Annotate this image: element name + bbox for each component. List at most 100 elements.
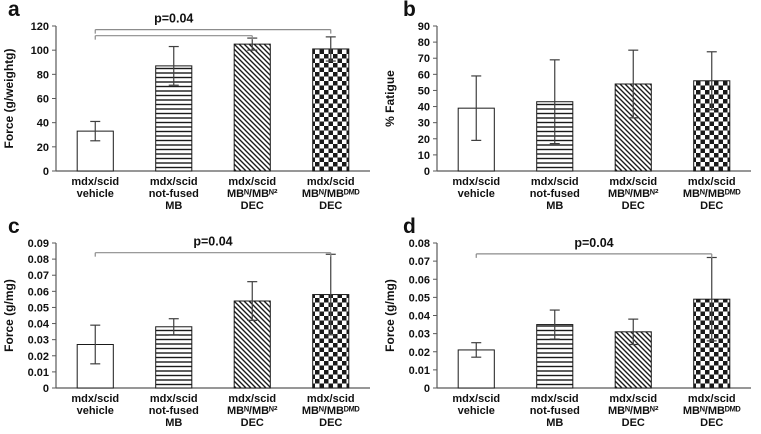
x-category-label: MBᴺ/MBᴺ² bbox=[608, 188, 659, 200]
x-category-label: mdx/scid bbox=[531, 393, 579, 405]
p-value-annotation: p=0.04 bbox=[193, 235, 232, 249]
y-axis-title: Force (g/mg) bbox=[2, 279, 16, 352]
y-tick-label: 70 bbox=[418, 53, 430, 65]
y-tick-label: 30 bbox=[418, 118, 430, 130]
y-tick-label: 0.03 bbox=[409, 329, 430, 341]
x-category-label: mdx/scid bbox=[307, 393, 355, 405]
x-category-label: mdx/scid bbox=[452, 176, 500, 188]
chart-host-a: 0 20 40 60 80 100 120 Force (g/weightg) mdx/scid… bbox=[0, 0, 380, 217]
x-category-label: mdx/scid bbox=[688, 176, 736, 188]
x-category-label: MB bbox=[546, 200, 563, 212]
y-tick-label: 0 bbox=[424, 166, 430, 178]
x-category-label: vehicle bbox=[458, 188, 495, 200]
x-category-label: MBᴺ/MBᴰᴹᴰ bbox=[302, 405, 360, 417]
x-category-label: DEC bbox=[700, 200, 723, 212]
p-value-annotation: p=0.04 bbox=[574, 236, 613, 250]
x-category-label: mdx/scid bbox=[609, 176, 657, 188]
y-tick-label: 0.05 bbox=[28, 302, 49, 314]
x-category-label: MBᴺ/MBᴰᴹᴰ bbox=[683, 188, 741, 200]
x-category-label: MB bbox=[165, 200, 182, 212]
y-tick-label: 0.01 bbox=[409, 365, 430, 377]
chart-host-c: 0 0.01 0.02 0.03 0.04 0.05 0.06 0.07 0.08 0.09 For… bbox=[0, 217, 380, 434]
y-tick-label: 0.06 bbox=[28, 286, 49, 298]
x-category-label: mdx/scid bbox=[228, 176, 276, 188]
y-tick-label: 0.02 bbox=[409, 347, 430, 359]
y-tick-label: 20 bbox=[37, 142, 49, 154]
y-tick-label: 60 bbox=[37, 94, 49, 106]
x-category-label: DEC bbox=[700, 417, 723, 429]
x-category-label: mdx/scid bbox=[71, 393, 119, 405]
x-category-label: DEC bbox=[241, 417, 264, 429]
y-tick-label: 0.05 bbox=[409, 292, 430, 304]
y-tick-label: 80 bbox=[37, 69, 49, 81]
x-category-label: mdx/scid bbox=[688, 393, 736, 405]
panel-b: b 0 10 20 30 40 50 60 70 80 90% Fatigue mdx/scid ve… bbox=[381, 0, 761, 217]
y-tick-label: 0.01 bbox=[28, 367, 49, 379]
x-category-label: DEC bbox=[241, 200, 264, 212]
x-category-label: mdx/scid bbox=[307, 176, 355, 188]
chart-c: 0 0.01 0.02 0.03 0.04 0.05 0.06 0.07 0.08 0.09 For… bbox=[2, 235, 370, 429]
chart-host-d: 0 0.01 0.02 0.03 0.04 0.05 0.06 0.07 0.08 Force (… bbox=[381, 217, 761, 434]
panel-letter-d: d bbox=[403, 215, 416, 238]
y-tick-label: 10 bbox=[418, 150, 430, 162]
y-tick-label: 40 bbox=[37, 118, 49, 130]
y-tick-label: 0.08 bbox=[28, 254, 49, 266]
x-category-label: MBᴺ/MBᴰᴹᴰ bbox=[683, 405, 741, 417]
x-category-label: MBᴺ/MBᴺ² bbox=[608, 405, 659, 417]
y-tick-label: 90 bbox=[418, 21, 430, 33]
p-value-annotation: p=0.04 bbox=[154, 12, 193, 26]
x-category-label: vehicle bbox=[77, 405, 114, 417]
panel-letter-c: c bbox=[8, 215, 20, 238]
x-category-label: mdx/scid bbox=[150, 176, 198, 188]
y-tick-label: 100 bbox=[31, 45, 49, 57]
y-tick-label: 0.02 bbox=[28, 351, 49, 363]
x-category-label: vehicle bbox=[77, 188, 114, 200]
y-tick-label: 0 bbox=[43, 166, 49, 178]
x-category-label: vehicle bbox=[458, 405, 495, 417]
x-category-label: DEC bbox=[622, 200, 645, 212]
x-category-label: not-fused bbox=[530, 188, 580, 200]
y-tick-label: 60 bbox=[418, 69, 430, 81]
x-category-label: DEC bbox=[622, 417, 645, 429]
bar-a-2 bbox=[233, 43, 271, 172]
y-tick-label: 50 bbox=[418, 85, 430, 97]
x-category-label: mdx/scid bbox=[71, 176, 119, 188]
x-category-label: mdx/scid bbox=[150, 393, 198, 405]
y-tick-label: 0 bbox=[424, 383, 430, 395]
x-category-label: not-fused bbox=[149, 405, 199, 417]
y-axis-title: Force (g/weightg) bbox=[2, 49, 16, 149]
chart-host-b: 0 10 20 30 40 50 60 70 80 90% Fatigue mdx/scid vehi… bbox=[381, 0, 761, 217]
x-category-label: DEC bbox=[319, 417, 342, 429]
y-tick-label: 80 bbox=[418, 37, 430, 49]
x-category-label: mdx/scid bbox=[531, 176, 579, 188]
y-tick-label: 20 bbox=[418, 134, 430, 146]
y-tick-label: 0.07 bbox=[409, 256, 430, 268]
y-tick-label: 0.09 bbox=[28, 238, 49, 250]
y-tick-label: 0.04 bbox=[28, 319, 50, 331]
bar-a-3 bbox=[312, 48, 350, 172]
y-tick-label: 0.03 bbox=[28, 335, 49, 347]
x-category-label: MB bbox=[546, 417, 563, 429]
x-category-label: mdx/scid bbox=[228, 393, 276, 405]
y-tick-label: 0.04 bbox=[409, 311, 431, 323]
x-category-label: mdx/scid bbox=[452, 393, 500, 405]
x-category-label: MBᴺ/MBᴺ² bbox=[227, 188, 278, 200]
x-category-label: mdx/scid bbox=[609, 393, 657, 405]
x-category-label: MBᴺ/MBᴺ² bbox=[227, 405, 278, 417]
bar-c-1 bbox=[155, 326, 193, 389]
y-tick-label: 0.08 bbox=[409, 238, 430, 250]
y-tick-label: 120 bbox=[31, 21, 49, 33]
y-tick-label: 0.07 bbox=[28, 270, 49, 282]
panel-letter-b: b bbox=[403, 0, 416, 21]
chart-d: 0 0.01 0.02 0.03 0.04 0.05 0.06 0.07 0.08 Force (… bbox=[383, 236, 751, 429]
y-tick-label: 0.06 bbox=[409, 274, 430, 286]
y-tick-label: 0 bbox=[43, 383, 49, 395]
x-category-label: not-fused bbox=[149, 188, 199, 200]
y-tick-label: 40 bbox=[418, 102, 430, 114]
bar-c-3 bbox=[312, 294, 350, 389]
x-category-label: MB bbox=[165, 417, 182, 429]
x-category-label: DEC bbox=[319, 200, 342, 212]
y-axis-title: Force (g/mg) bbox=[383, 279, 397, 352]
